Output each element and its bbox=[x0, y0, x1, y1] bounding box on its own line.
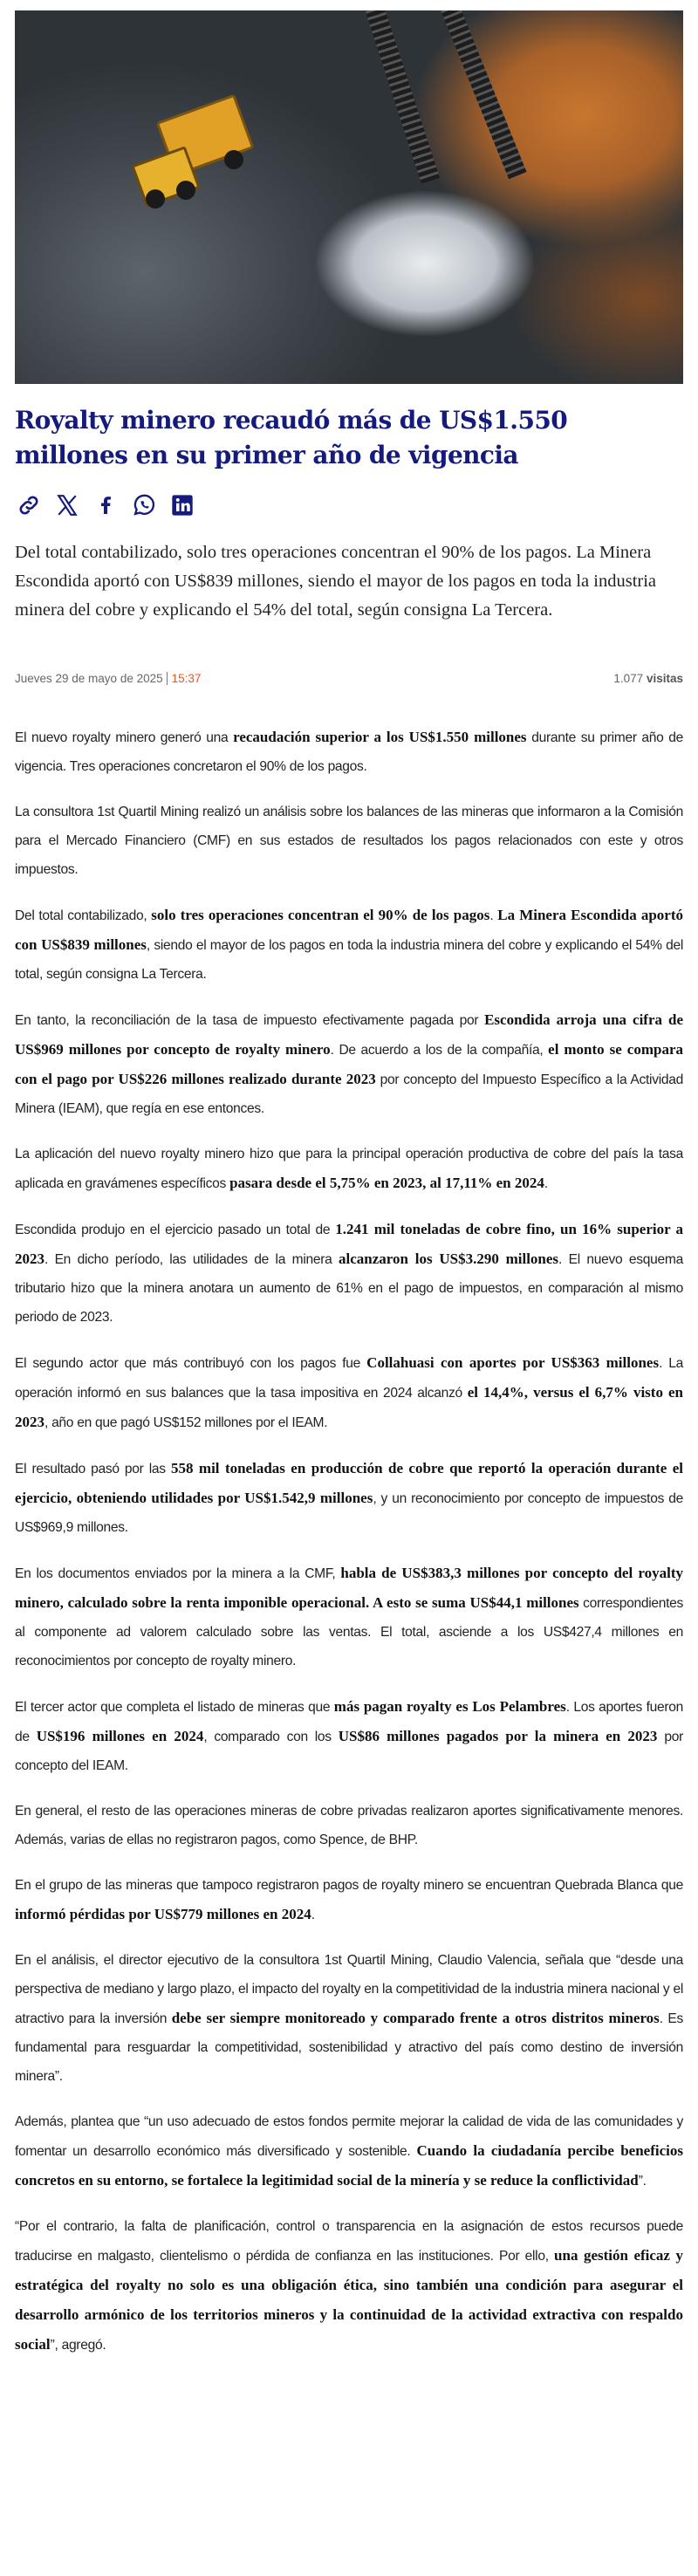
conveyor-belt bbox=[434, 10, 527, 180]
bold-text: pasara desde el 5,75% en 2023, al 17,11%… bbox=[229, 1175, 544, 1191]
text: . Los aportes fueron de bbox=[15, 1700, 684, 1744]
visits-label: visitas bbox=[646, 672, 683, 685]
visits-count: 1.077 bbox=[613, 672, 644, 685]
text: . La operación informó en sus balances q… bbox=[15, 1356, 684, 1401]
text: , comparado con los bbox=[203, 1730, 339, 1744]
bold-text: Cuando la ciudadanía percibe beneficios … bbox=[15, 2142, 683, 2189]
body-paragraph: La consultora 1st Quartil Mining realizó… bbox=[15, 798, 683, 884]
text: . bbox=[544, 1176, 548, 1191]
text: En general, el resto de las operaciones … bbox=[15, 1804, 683, 1847]
bold-text: US$196 millones en 2024 bbox=[36, 1728, 204, 1744]
bold-text: informó pérdidas por US$779 millones en … bbox=[15, 1906, 311, 1922]
body-paragraph: Escondida produjo en el ejercicio pasado… bbox=[15, 1215, 683, 1332]
bold-text: solo tres operaciones concentran el 90% … bbox=[151, 907, 490, 923]
publish-date: Jueves 29 de mayo de 2025 bbox=[15, 672, 163, 685]
bold-text: debe ser siempre monitoreado y comparado… bbox=[171, 2010, 660, 2026]
body-paragraph: Del total contabilizado, solo tres opera… bbox=[15, 901, 683, 989]
text: . Es fundamental para resguardar la comp… bbox=[15, 2011, 683, 2084]
bold-text: el 14,4%, versus el 6,7% visto en 2023 bbox=[15, 1384, 683, 1430]
bold-text: La Minera Escondida aportó con US$839 mi… bbox=[15, 907, 683, 953]
body-paragraph: Además, plantea que “un uso adecuado de … bbox=[15, 2107, 683, 2196]
body-paragraph: La aplicación del nuevo royalty minero h… bbox=[15, 1140, 683, 1198]
bold-text: Collahuasi con aportes por US$363 millon… bbox=[366, 1354, 660, 1371]
body-paragraph: El segundo actor que más contribuyó con … bbox=[15, 1348, 683, 1437]
body-paragraph: En el análisis, el director ejecutivo de… bbox=[15, 1946, 683, 2091]
text: La aplicación del nuevo royalty minero h… bbox=[15, 1147, 683, 1191]
text: correspondientes al componente ad valore… bbox=[15, 1596, 684, 1668]
bold-text: 1.241 mil toneladas de cobre fino, un 16… bbox=[15, 1221, 684, 1267]
text: , siendo el mayor de los pagos en toda l… bbox=[15, 938, 683, 982]
bold-text: habla de US$383,3 millones por concepto … bbox=[15, 1565, 684, 1611]
text: por concepto del Impuesto Específico a l… bbox=[15, 1072, 683, 1116]
bold-text: más pagan royalty es Los Pelambres bbox=[333, 1698, 566, 1715]
text: El resultado pasó por las bbox=[15, 1462, 171, 1476]
text: Del total contabilizado, bbox=[15, 908, 152, 923]
conveyor-belt bbox=[359, 10, 440, 184]
text: . bbox=[311, 1908, 315, 1922]
wheel bbox=[224, 150, 243, 169]
wheel bbox=[176, 181, 195, 200]
body-paragraph: “Por el contrario, la falta de planifica… bbox=[15, 2212, 683, 2360]
publish-datetime: Jueves 29 de mayo de 2025 15:37 bbox=[15, 672, 202, 685]
whatsapp-icon[interactable] bbox=[130, 490, 158, 520]
text: , año en que pagó US$152 millones por el… bbox=[44, 1415, 328, 1430]
text: En el grupo de las mineras que tampoco r… bbox=[15, 1878, 683, 1893]
text: . De acuerdo a los de la compañía, bbox=[330, 1043, 549, 1058]
bold-text: una gestión eficaz y estratégica del roy… bbox=[15, 2247, 683, 2353]
visit-counter: 1.077 visitas bbox=[613, 672, 683, 685]
x-icon[interactable] bbox=[53, 490, 81, 520]
bold-text: US$86 millones pagados por la minera en … bbox=[338, 1728, 658, 1744]
hero-image bbox=[15, 10, 683, 384]
body-paragraph: En los documentos enviados por la minera… bbox=[15, 1559, 683, 1675]
body-paragraph: El nuevo royalty minero generó una recau… bbox=[15, 723, 683, 781]
body-paragraph: En general, el resto de las operaciones … bbox=[15, 1797, 683, 1854]
text: . En dicho período, las utilidades de la… bbox=[44, 1252, 339, 1267]
text: por concepto del IEAM. bbox=[15, 1730, 683, 1773]
text: El segundo actor que más contribuyó con … bbox=[15, 1356, 367, 1371]
text: . El nuevo esquema tributario hizo que l… bbox=[15, 1252, 683, 1325]
text: El tercer actor que completa el listado … bbox=[15, 1700, 334, 1715]
bold-text: el monto se compara con el pago por US$2… bbox=[15, 1041, 683, 1087]
facebook-icon[interactable] bbox=[92, 490, 120, 520]
bold-text: 558 mil toneladas en producción de cobre… bbox=[15, 1460, 683, 1506]
bold-text: recaudación superior a los US$1.550 mill… bbox=[233, 729, 527, 745]
body-paragraph: En el grupo de las mineras que tampoco r… bbox=[15, 1871, 683, 1929]
publish-time: 15:37 bbox=[166, 672, 202, 685]
text: Además, plantea que “un uso adecuado de … bbox=[15, 2114, 683, 2159]
article-body: El nuevo royalty minero generó una recau… bbox=[15, 723, 683, 2376]
text: El nuevo royalty minero generó una bbox=[15, 730, 234, 745]
link-icon[interactable] bbox=[15, 490, 43, 520]
text: Escondida produjo en el ejercicio pasado… bbox=[15, 1223, 336, 1237]
text: “Por el contrario, la falta de planifica… bbox=[15, 2219, 683, 2264]
text: En los documentos enviados por la minera… bbox=[15, 1566, 341, 1581]
share-bar bbox=[15, 490, 196, 520]
article-lede: Del total contabilizado, solo tres opera… bbox=[15, 543, 657, 620]
text: durante su primer año de vigencia. Tres … bbox=[15, 730, 684, 774]
text: , y un reconocimiento por concepto de im… bbox=[15, 1491, 684, 1535]
bold-text: Escondida arroja una cifra de US$969 mil… bbox=[15, 1011, 683, 1058]
text: . bbox=[489, 908, 498, 923]
linkedin-icon[interactable] bbox=[168, 490, 196, 520]
body-paragraph: El resultado pasó por las 558 mil tonela… bbox=[15, 1454, 683, 1542]
body-paragraph: En tanto, la reconciliación de la tasa d… bbox=[15, 1005, 683, 1123]
text: La consultora 1st Quartil Mining realizó… bbox=[15, 805, 683, 877]
text: En el análisis, el director ejecutivo de… bbox=[15, 1953, 683, 2026]
text: En tanto, la reconciliación de la tasa d… bbox=[15, 1013, 485, 1028]
bold-text: alcanzaron los US$3.290 millones bbox=[339, 1250, 559, 1267]
wheel bbox=[146, 189, 165, 209]
text: ”, agregó. bbox=[50, 2338, 106, 2353]
text: ”. bbox=[638, 2174, 647, 2189]
article-title: Royalty minero recaudó más de US$1.550 m… bbox=[15, 406, 568, 469]
body-paragraph: El tercer actor que completa el listado … bbox=[15, 1692, 683, 1780]
article-meta: Jueves 29 de mayo de 2025 15:37 1.077 vis… bbox=[15, 672, 683, 685]
